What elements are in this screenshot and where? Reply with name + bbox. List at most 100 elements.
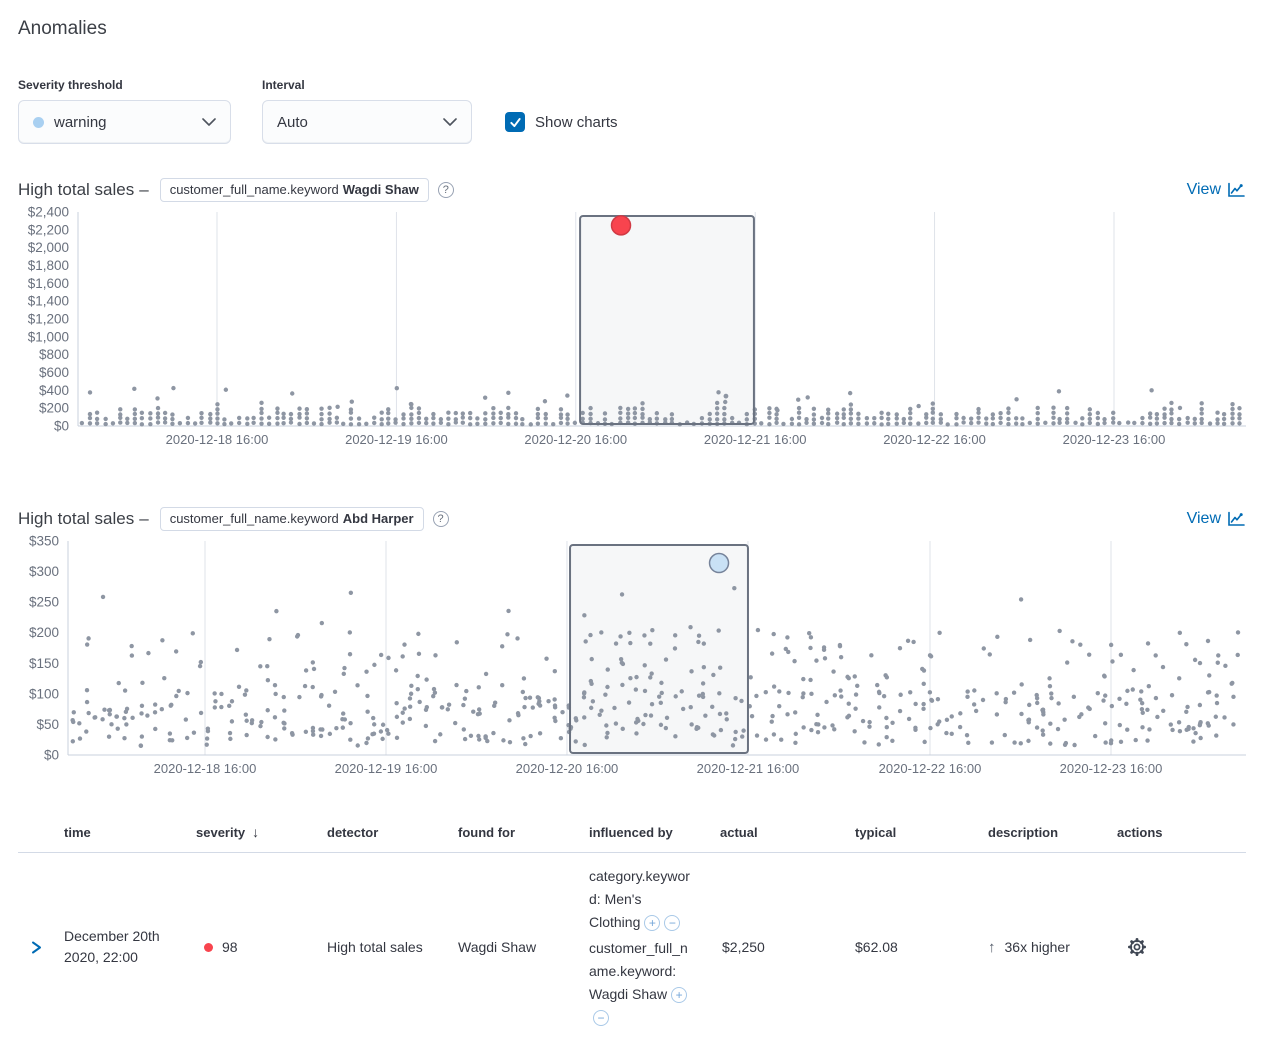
filter-out-icon[interactable]: −	[664, 915, 681, 932]
view-link[interactable]: View	[1187, 510, 1246, 528]
view-link[interactable]: View	[1187, 181, 1246, 199]
detector-cell: High total sales	[327, 939, 423, 955]
svg-text:2020-12-22 16:00: 2020-12-22 16:00	[879, 761, 982, 776]
severity-threshold-group: Severity threshold warning	[18, 78, 231, 144]
row-actions-button[interactable]	[1125, 935, 1149, 959]
severity-threshold-select[interactable]: warning	[18, 100, 231, 144]
svg-text:$300: $300	[29, 564, 59, 579]
anomalies-page: Anomalies Severity threshold warning Int…	[0, 16, 1262, 1041]
svg-text:$1,800: $1,800	[28, 258, 69, 273]
show-charts-checkbox[interactable]: Show charts	[505, 112, 618, 132]
svg-text:$350: $350	[29, 534, 59, 549]
chart-line-icon	[1228, 182, 1245, 197]
influencer-entry: category.keyword: Men's Clothing + −	[589, 868, 690, 932]
svg-text:2020-12-20 16:00: 2020-12-20 16:00	[524, 432, 627, 447]
severity-warning-dot-icon	[33, 116, 44, 128]
svg-text:2020-12-20 16:00: 2020-12-20 16:00	[516, 761, 619, 776]
header-description: description	[988, 824, 1059, 840]
checkbox-checked-icon	[505, 112, 525, 132]
interval-select[interactable]: Auto	[262, 100, 472, 144]
arrow-up-icon: ↑	[988, 938, 996, 956]
svg-text:$600: $600	[39, 365, 69, 380]
chart-2-header: High total sales – customer_full_name.ke…	[18, 505, 1246, 533]
description-cell: ↑ 36x higher	[988, 938, 1070, 956]
severity-threshold-label: Severity threshold	[18, 78, 123, 92]
severity-critical-dot-icon	[204, 942, 213, 952]
severity-threshold-value: warning	[54, 113, 107, 131]
svg-text:2020-12-21 16:00: 2020-12-21 16:00	[697, 761, 800, 776]
severity-score: 98	[222, 939, 238, 955]
header-actions: actions	[1117, 824, 1163, 840]
svg-text:$250: $250	[29, 595, 59, 610]
chart-2-title: High total sales	[18, 509, 135, 528]
chevron-right-icon	[31, 941, 41, 953]
filter-in-icon[interactable]: +	[671, 987, 688, 1004]
svg-text:2020-12-19 16:00: 2020-12-19 16:00	[335, 761, 438, 776]
entity-badge: customer_full_name.keyword Wagdi Shaw	[159, 178, 429, 202]
chart-1-header: High total sales – customer_full_name.ke…	[18, 176, 1246, 204]
svg-text:$400: $400	[39, 383, 69, 398]
svg-text:2020-12-18 16:00: 2020-12-18 16:00	[154, 761, 257, 776]
filter-out-icon[interactable]: −	[593, 1010, 609, 1027]
entity-badge: customer_full_name.keyword Abd Harper	[159, 507, 424, 531]
svg-text:$2,400: $2,400	[28, 205, 69, 220]
interval-group: Interval Auto	[262, 78, 472, 144]
header-expander	[18, 824, 64, 840]
svg-text:2020-12-18 16:00: 2020-12-18 16:00	[166, 432, 269, 447]
title-separator: –	[139, 509, 149, 528]
time-cell: December 20th 2020, 22:00	[64, 928, 160, 965]
found-for-cell: Wagdi Shaw	[458, 939, 537, 955]
controls-row: Severity threshold warning Interval Auto	[18, 78, 1246, 144]
header-time[interactable]: time	[64, 824, 91, 840]
svg-text:$2,000: $2,000	[28, 240, 69, 255]
svg-text:$200: $200	[29, 625, 59, 640]
anomaly-scatter-chart-abd-harper: 2020-12-18 16:00 2020-12-19 16:00 2020-12-…	[29, 534, 1246, 776]
help-icon[interactable]: ?	[437, 182, 454, 198]
interval-label: Interval	[262, 78, 305, 92]
svg-text:2020-12-23 16:00: 2020-12-23 16:00	[1063, 432, 1166, 447]
influenced-by-cell: category.keyword: Men's Clothing + − custo…	[589, 862, 707, 1032]
chevron-down-icon	[202, 118, 216, 126]
header-severity[interactable]: severity ↓	[196, 824, 260, 840]
svg-text:$800: $800	[39, 347, 69, 362]
svg-text:$1,600: $1,600	[28, 276, 69, 291]
influencer-entry: customer_full_name.keyword: Wagdi Shaw +−	[589, 940, 688, 1027]
expand-row-button[interactable]	[28, 938, 45, 957]
gear-icon	[1128, 937, 1147, 956]
chevron-down-icon	[443, 118, 457, 126]
title-separator: –	[139, 180, 149, 199]
help-icon[interactable]: ?	[432, 511, 449, 527]
svg-text:$1,400: $1,400	[28, 294, 69, 309]
svg-text:$200: $200	[39, 401, 69, 416]
svg-text:$100: $100	[29, 686, 59, 701]
anomaly-scatter-chart-wagdi-shaw: 2020-12-18 16:00 2020-12-19 16:00 2020-12-…	[28, 205, 1246, 447]
svg-text:$2,200: $2,200	[28, 222, 69, 237]
header-actual: actual	[720, 824, 758, 840]
svg-text:2020-12-21 16:00: 2020-12-21 16:00	[704, 432, 807, 447]
page-title: Anomalies	[18, 18, 107, 39]
chart-line-icon	[1228, 511, 1245, 526]
sort-desc-icon: ↓	[252, 824, 260, 840]
svg-text:$1,000: $1,000	[28, 329, 69, 344]
actual-cell: $2,250	[722, 939, 765, 955]
svg-text:$0: $0	[54, 419, 69, 434]
svg-text:$50: $50	[36, 717, 59, 732]
interval-value: Auto	[277, 113, 308, 131]
severity-cell: 98	[196, 939, 327, 955]
svg-text:2020-12-22 16:00: 2020-12-22 16:00	[883, 432, 986, 447]
filter-in-icon[interactable]: +	[644, 915, 661, 932]
header-typical: typical	[855, 824, 897, 840]
show-charts-label: Show charts	[535, 113, 618, 131]
svg-text:$1,200: $1,200	[28, 312, 69, 327]
svg-text:$150: $150	[29, 656, 59, 671]
svg-text:2020-12-23 16:00: 2020-12-23 16:00	[1060, 761, 1163, 776]
header-influenced-by: influenced by	[589, 824, 673, 840]
header-detector: detector	[327, 824, 379, 840]
anomalies-table: time severity ↓ detector found for influ…	[0, 810, 1262, 1041]
chart-1-title: High total sales	[18, 180, 135, 199]
header-found-for: found for	[458, 824, 516, 840]
table-header-row: time severity ↓ detector found for influ…	[18, 810, 1246, 853]
anomaly-table-row: December 20th 2020, 22:00 98 High total …	[18, 853, 1246, 1041]
svg-text:2020-12-19 16:00: 2020-12-19 16:00	[345, 432, 448, 447]
svg-text:$0: $0	[44, 748, 59, 763]
